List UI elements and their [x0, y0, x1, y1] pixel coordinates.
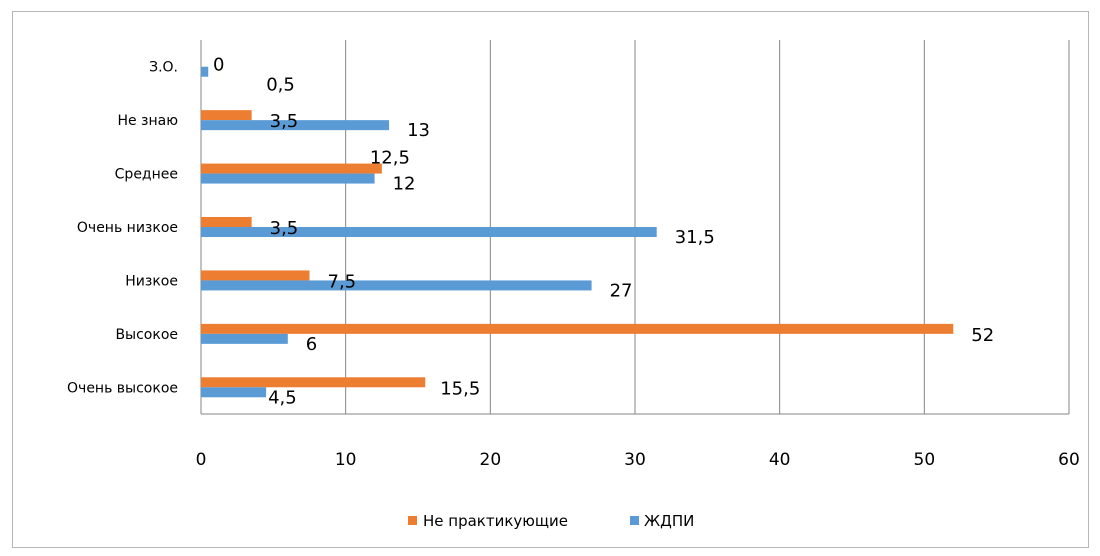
- category-label: Среднее: [115, 167, 178, 183]
- x-tick-label: 20: [480, 450, 502, 470]
- bar-not-practicing: [201, 217, 252, 227]
- x-tick-label: 40: [769, 450, 791, 470]
- x-tick-label: 10: [335, 450, 357, 470]
- x-tick-label: 0: [196, 450, 207, 470]
- chart-frame: [12, 11, 1089, 548]
- bar-zhdpi: [201, 387, 267, 398]
- category-label: З.О.: [149, 60, 178, 76]
- x-tick-label: 60: [1058, 450, 1080, 470]
- legend-swatch-zhdpi: [630, 516, 639, 525]
- data-label-zhdpi: 6: [306, 334, 317, 355]
- data-label-not-practicing: 3,5: [270, 111, 299, 132]
- data-label-not-practicing: 3,5: [270, 218, 299, 239]
- bar-not-practicing: [201, 377, 426, 388]
- bar-zhdpi: [201, 66, 209, 77]
- data-label-zhdpi: 27: [610, 280, 633, 301]
- data-labels: 15,5 4,5 52 6 7,5 27 3,5 31,5 12,5 12 3,5 13 0 0,5: [213, 55, 994, 409]
- category-label: Высокое: [115, 327, 178, 343]
- data-label-zhdpi: 31,5: [675, 227, 715, 248]
- category-label: Не знаю: [117, 113, 178, 129]
- legend: Не практикующие ЖДПИ: [408, 512, 694, 530]
- legend-label-not-practicing: Не практикующие: [423, 512, 568, 530]
- bar-not-practicing: [201, 270, 310, 281]
- bar-zhdpi: [201, 173, 375, 184]
- category-labels: Очень высокое Высокое Низкое Очень низкое Ср…: [67, 60, 178, 397]
- bars: [201, 66, 954, 398]
- data-label-not-practicing: 7,5: [328, 271, 357, 292]
- bar-not-practicing: [201, 163, 382, 174]
- gridlines: [201, 40, 1070, 415]
- bar-zhdpi: [201, 280, 592, 291]
- category-label: Очень высокое: [67, 380, 178, 396]
- category-label: Низкое: [125, 273, 178, 289]
- bar-not-practicing: [201, 323, 954, 334]
- data-label-zhdpi: 0,5: [266, 75, 295, 96]
- legend-swatch-not-practicing: [408, 516, 417, 525]
- bar-zhdpi: [201, 227, 657, 237]
- data-label-zhdpi: 12: [393, 174, 416, 195]
- x-tick-label: 50: [914, 450, 936, 470]
- x-tick-label: 30: [624, 450, 646, 470]
- data-label-not-practicing: 15,5: [440, 378, 480, 399]
- bar-zhdpi: [201, 333, 288, 344]
- bar-zhdpi: [201, 120, 390, 131]
- data-label-zhdpi: 4,5: [268, 387, 297, 408]
- data-label-not-practicing: 0: [213, 55, 224, 76]
- data-label-not-practicing: 52: [971, 325, 994, 346]
- data-label-zhdpi: 13: [407, 120, 430, 141]
- bar-not-practicing: [201, 110, 252, 121]
- data-label-not-practicing: 12,5: [370, 148, 410, 169]
- category-label: Очень низкое: [77, 220, 178, 236]
- legend-label-zhdpi: ЖДПИ: [644, 512, 694, 530]
- x-tick-labels: 0 10 20 30 40 50 60: [196, 450, 1080, 470]
